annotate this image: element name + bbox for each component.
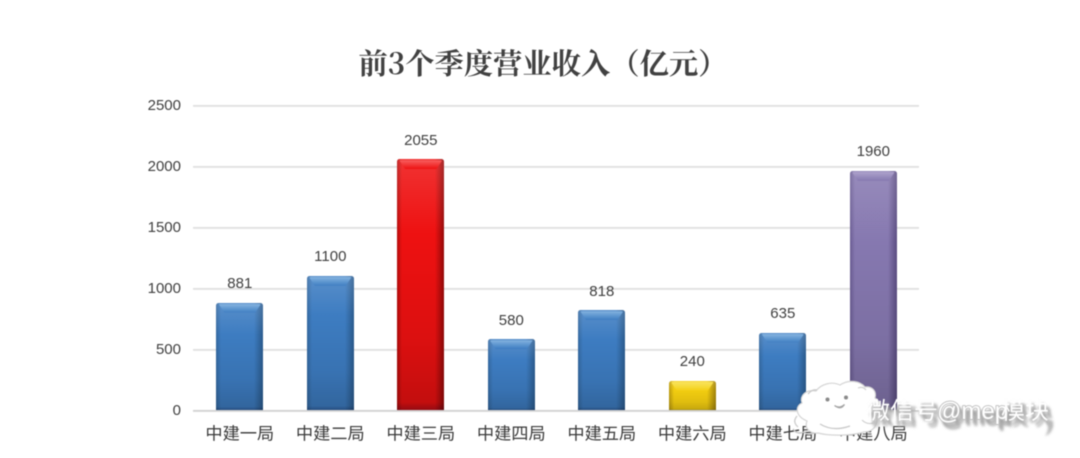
svg-text:@mep: @mep: [942, 405, 1013, 432]
svg-text:@mep: @mep: [937, 398, 1008, 425]
svg-text:@mep: @mep: [940, 402, 1011, 429]
